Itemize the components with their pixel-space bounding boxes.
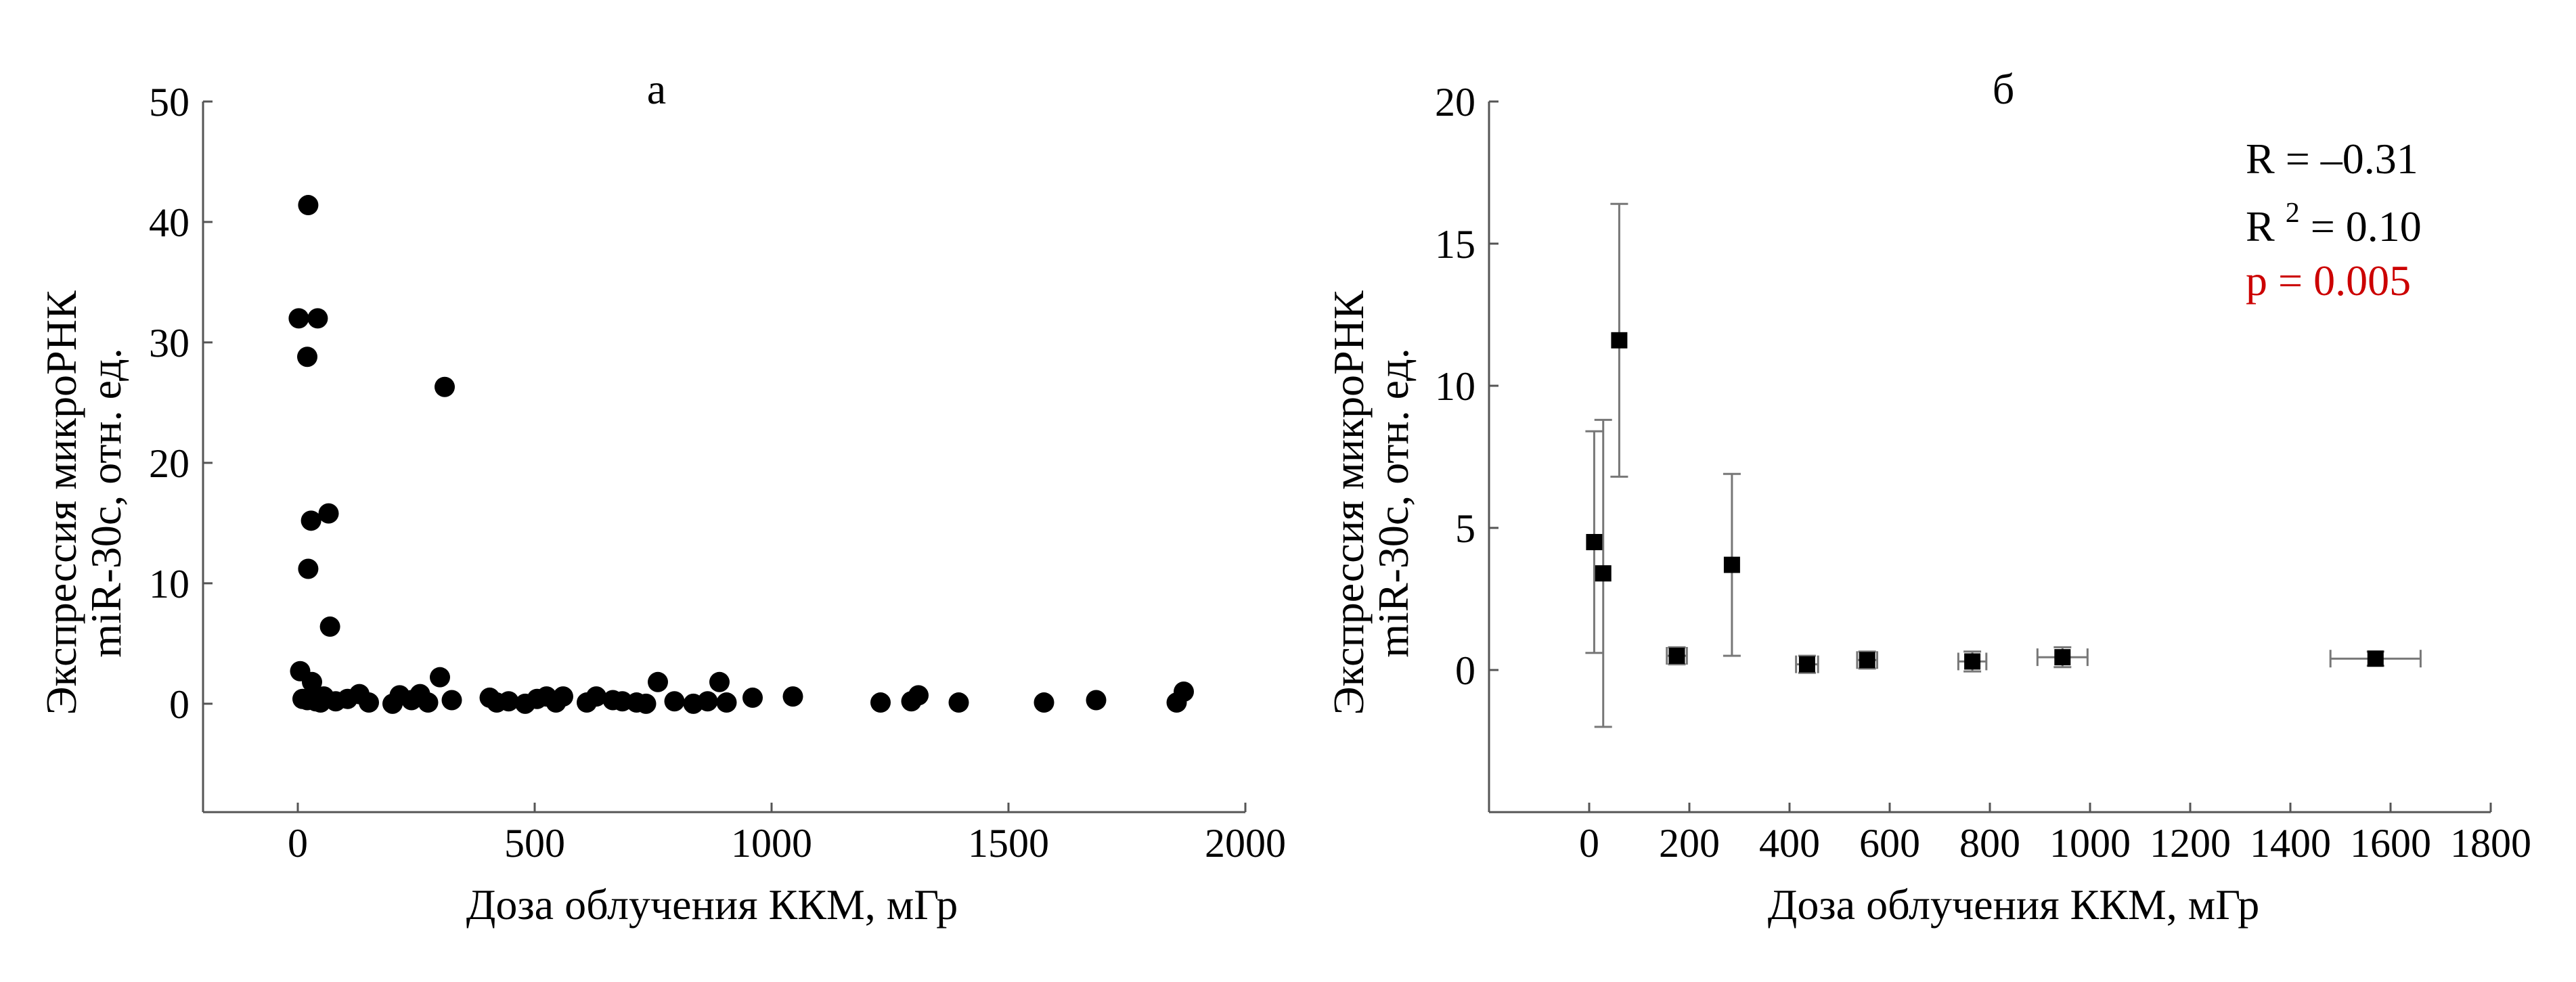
panel-a-data-point <box>319 616 340 637</box>
panel-a-data-point <box>435 376 455 397</box>
panel-a-data-point <box>298 195 319 216</box>
panel-a-x-tick-label: 1000 <box>731 821 812 866</box>
panel-b-y-tick-label: 20 <box>1435 80 1475 125</box>
stat-p-value: p = 0.005 <box>2246 256 2411 305</box>
panel-b-x-tick-label: 1000 <box>2049 821 2131 866</box>
panel-b-y-tick-label: 5 <box>1455 506 1475 551</box>
panel-a-data-point <box>742 687 763 708</box>
panel-b-data-points <box>1586 332 2384 673</box>
panel-a-data-point <box>1166 692 1187 713</box>
panel-b-y-tick-label: 10 <box>1435 364 1475 409</box>
panel-a-title: а <box>647 65 666 113</box>
panel-a-y-tick-label: 20 <box>149 441 190 486</box>
panel-a-y-tick-label: 50 <box>149 80 190 125</box>
panel-a-x-tick-label: 1500 <box>968 821 1049 866</box>
panel-a-data-point <box>288 308 309 329</box>
panel-a-data-point <box>297 347 317 367</box>
panel-b-data-point <box>1611 332 1628 349</box>
stat-correlation-r: R = –0.31 <box>2246 135 2418 183</box>
stat-r-squared-value: = 0.10 <box>2311 202 2422 250</box>
panel-a-data-point <box>307 308 328 329</box>
panel-a-data-point <box>301 510 321 531</box>
panel-a-y-tick-label: 30 <box>149 321 190 365</box>
panel-a-data-point <box>697 691 718 712</box>
panel-b-y-tick-label: 0 <box>1455 648 1475 693</box>
panel-b-x-tick-label: 600 <box>1859 821 1920 866</box>
panel-a-data-point <box>298 558 319 579</box>
panel-b-data-point <box>1586 534 1603 550</box>
panel-a-y-tick-label: 10 <box>149 562 190 606</box>
panel-a-data-point <box>636 693 657 714</box>
panel-b-data-point <box>2367 650 2384 667</box>
panel-b-y-tick-label: 15 <box>1435 222 1475 267</box>
panel-a-data-point <box>948 692 969 713</box>
panel-a-chart: а Экспрессия микроРНК miR-30c, отн. ед. … <box>37 65 1286 929</box>
panel-a-y-axis-title: Экспрессия микроРНК miR-30c, отн. ед. <box>37 290 130 715</box>
stat-r-squared-exponent: 2 <box>2286 198 2300 229</box>
panel-a-data-point <box>716 692 737 713</box>
panel-b-x-tick-label: 800 <box>1959 821 2020 866</box>
panel-b-data-point <box>1723 556 1740 573</box>
panel-b-chart: б Экспрессия микроРНК miR-30c, отн. ед. … <box>1325 65 2531 929</box>
panel-a-y-axis-title-line1: Экспрессия микроРНК <box>37 290 85 715</box>
panel-a-data-point <box>441 690 462 711</box>
panel-a-data-point <box>359 692 379 713</box>
panel-a-data-point <box>709 671 730 692</box>
panel-b-data-point <box>1964 653 1981 670</box>
panel-a-data-point <box>1086 690 1107 711</box>
panel-b-data-point <box>1668 648 1685 664</box>
panel-b-x-tick-label: 0 <box>1579 821 1599 866</box>
panel-a-data-point <box>553 686 573 707</box>
stat-r-squared-base: R <box>2246 202 2275 250</box>
panel-b-title: б <box>1993 65 2015 113</box>
panel-a-data-point <box>586 686 606 707</box>
panel-b-data-point <box>1798 656 1815 673</box>
panel-b-data-point <box>1859 652 1875 669</box>
panel-b-x-tick-label: 200 <box>1659 821 1720 866</box>
panel-a-data-point <box>302 671 322 692</box>
panel-a-data-point <box>318 503 339 524</box>
panel-b-x-tick-label: 1200 <box>2150 821 2231 866</box>
panel-a-data-point <box>418 692 439 713</box>
panel-b-x-tick-label: 1400 <box>2250 821 2331 866</box>
panel-a-x-axis-title: Доза облучения ККМ, мГр <box>466 880 958 929</box>
panel-a-data-point <box>1034 692 1054 713</box>
stat-p-value-text: p = 0.005 <box>2246 256 2411 305</box>
panel-a-y-axis-title-line2: miR-30c, отн. ед. <box>82 348 130 657</box>
panel-b-y-axis-title: Экспрессия микроРНК miR-30c, отн. ед. <box>1325 290 1417 715</box>
panel-a-axes <box>202 102 1245 813</box>
panel-a-data-points <box>288 195 1194 714</box>
panel-b-data-point <box>1595 565 1612 582</box>
panel-a-data-point <box>430 667 450 688</box>
panel-a-data-point <box>908 685 929 706</box>
panel-a-data-point <box>664 691 685 712</box>
panel-a-x-tick-label: 2000 <box>1205 821 1286 866</box>
panel-b-data-point <box>2054 649 2071 666</box>
panel-b-x-tick-label: 1800 <box>2450 821 2531 866</box>
panel-b-x-tick-label: 1600 <box>2350 821 2431 866</box>
panel-b-x-axis-title: Доза облучения ККМ, мГр <box>1768 880 2260 929</box>
panel-a-y-tick-label: 40 <box>149 200 190 245</box>
panel-a-data-point <box>870 692 891 713</box>
panel-b-y-axis-title-line2: miR-30c, отн. ед. <box>1369 348 1417 657</box>
stat-r-squared: R 2 = 0.10 <box>2246 183 2422 250</box>
panel-a-data-point <box>648 671 668 692</box>
panel-b-x-tick-label: 400 <box>1759 821 1820 866</box>
panel-a-y-tick-label: 0 <box>169 682 190 727</box>
panel-a-x-tick-label: 500 <box>504 821 565 866</box>
panel-a-x-tick-label: 0 <box>288 821 308 866</box>
panel-a-data-point <box>498 691 519 712</box>
stat-correlation-r-text: R = –0.31 <box>2246 135 2418 183</box>
panel-b-stats: R = –0.31 R 2 = 0.10 p = 0.005 <box>2246 135 2422 305</box>
panel-b-y-axis-title-line1: Экспрессия микроРНК <box>1325 290 1373 715</box>
panel-a-data-point <box>782 686 803 707</box>
